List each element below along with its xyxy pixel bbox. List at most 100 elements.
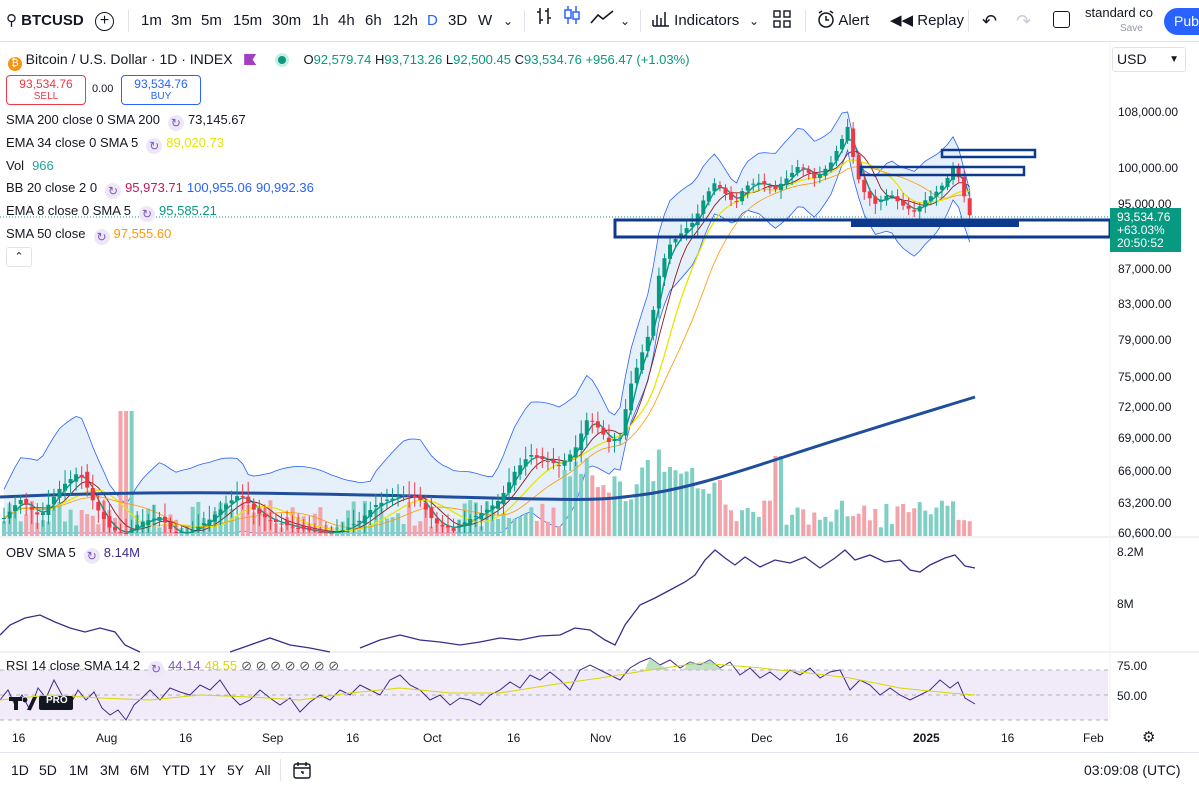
rsi-params: 14 close SMA 14 2 [31, 658, 141, 673]
candle-style-icon[interactable] [563, 0, 581, 42]
range-1y[interactable]: 1Y [199, 762, 217, 778]
volume-bar [851, 516, 856, 536]
range-5d[interactable]: 5D [39, 762, 57, 778]
candle-body [706, 191, 711, 202]
candle-body [917, 206, 922, 212]
candle-body [684, 228, 689, 234]
line-style-icon[interactable] [590, 0, 614, 42]
sell-button[interactable]: 93,534.76 SELL [6, 75, 86, 105]
divider [805, 10, 806, 32]
timeframe-3d[interactable]: 3D [448, 12, 468, 29]
candle-body [201, 523, 206, 526]
timeframe-1m[interactable]: 1m [141, 12, 162, 29]
range-1m[interactable]: 1M [69, 762, 89, 778]
range-all[interactable]: All [255, 762, 271, 778]
timeframe-5m[interactable]: 5m [201, 12, 222, 29]
date-tick-year: 2025 [913, 731, 940, 745]
date-tick: Sep [262, 731, 284, 745]
candle-body [651, 309, 656, 336]
resistance-zone-rectangle[interactable] [940, 148, 1037, 159]
indicator-legend-vol[interactable]: Vol 966 [6, 156, 58, 176]
timeframe-3m[interactable]: 3m [171, 12, 192, 29]
compare-button[interactable]: + [95, 0, 114, 42]
indicator-value: 95,973.71 [125, 180, 183, 195]
indicator-legend-ema8[interactable]: EMA 8 close 0 SMA 5 ↻ 95,585.21 [6, 201, 221, 222]
candle-body [717, 185, 722, 188]
rsi-legend[interactable]: RSI 14 close SMA 14 2 ↻ 44.14 48.55 ⊘ ⊘ ⊘ ⊘ ⊘… [6, 656, 343, 677]
currency-label: USD [1117, 51, 1147, 67]
chart-type-chevron-icon[interactable]: ⌄ [620, 14, 631, 28]
timeframe-6h[interactable]: 6h [365, 12, 382, 29]
obv-legend[interactable]: OBV SMA 5 ↻ 8.14M [6, 543, 144, 564]
obv-tick: 8.2M [1117, 545, 1144, 559]
volume-bar [717, 480, 722, 536]
timeframe-d[interactable]: D [427, 12, 438, 29]
price-tick: 72,000.00 [1118, 400, 1172, 414]
indicators-chevron-icon[interactable]: ⌄ [749, 14, 760, 28]
timeframe-dropdown-chevron-icon[interactable]: ⌄ [503, 14, 514, 28]
symbol-search[interactable]: ⚲ BTCUSD [6, 0, 84, 42]
last-price-tag [1110, 208, 1181, 252]
price-tick: 75,000.00 [1118, 370, 1172, 384]
currency-select[interactable]: USD ▼ [1112, 47, 1186, 72]
support-zone-inner[interactable] [851, 221, 1019, 227]
undo-icon[interactable]: ↶ [982, 11, 998, 31]
replay-button[interactable]: ◀◀ Replay [890, 0, 964, 42]
divider [280, 759, 281, 781]
timeframe-1h[interactable]: 1h [312, 12, 329, 29]
timeframe-30m[interactable]: 30m [272, 12, 302, 29]
indicator-legend-sma200[interactable]: SMA 200 close 0 SMA 200 ↻ 73,145.67 [6, 110, 250, 131]
utc-clock[interactable]: 03:09:08 (UTC) [1084, 762, 1181, 778]
candle-body [390, 498, 395, 501]
timeframe-w[interactable]: W [478, 12, 493, 29]
candle-body [817, 174, 822, 178]
candle-body [357, 520, 362, 523]
indicator-value: 95,585.21 [159, 203, 217, 218]
bar-style-icon[interactable] [536, 0, 552, 42]
calendar-icon[interactable] [293, 753, 311, 786]
loading-cycle-icon: ↻ [148, 661, 165, 677]
collapse-legend-button[interactable]: ⌃ [6, 247, 32, 267]
candle-body [945, 177, 950, 188]
candle-body [790, 172, 795, 177]
candle-body [85, 471, 90, 488]
layout-name[interactable]: standard co [1085, 5, 1153, 20]
range-5y[interactable]: 5Y [227, 762, 245, 778]
volume-bar [51, 506, 56, 536]
timeframe-15m[interactable]: 15m [233, 12, 263, 29]
candle-body [368, 510, 373, 518]
indicator-value: 100,955.06 [186, 180, 252, 195]
redo-icon[interactable]: ↷ [1016, 11, 1032, 31]
alert-button[interactable]: Alert [817, 0, 869, 42]
indicator-legend-ema34[interactable]: EMA 34 close 0 SMA 5 ↻ 89,020.73 [6, 133, 228, 154]
layout-grid-icon[interactable] [773, 0, 791, 42]
layout-checkbox-icon[interactable] [1053, 0, 1070, 42]
volume-bar [385, 518, 389, 536]
range-3m[interactable]: 3M [100, 762, 120, 778]
chart-settings-gear-icon[interactable]: ⚙ [1142, 729, 1156, 746]
indicator-legend-sma50[interactable]: SMA 50 close ↻ 97,555.60 [6, 224, 175, 245]
candle-body [185, 532, 190, 534]
range-1d[interactable]: 1D [11, 762, 29, 778]
range-6m[interactable]: 6M [130, 762, 150, 778]
flag-icon[interactable] [244, 54, 257, 65]
range-ytd[interactable]: YTD [162, 762, 190, 778]
volume-bar [35, 522, 40, 536]
indicator-legend-bb[interactable]: BB 20 close 2 0 ↻ 95,973.71 100,955.06 90,99… [6, 178, 318, 199]
date-tick: Dec [751, 731, 773, 745]
volume-bar [923, 510, 928, 536]
volume-bar [906, 512, 911, 536]
volume-bar [756, 516, 761, 536]
volume-bar [379, 508, 384, 536]
resistance-zone-rectangle[interactable] [859, 165, 1026, 177]
volume-bar [618, 481, 622, 536]
indicators-button[interactable]: Indicators [652, 0, 739, 42]
publish-button[interactable]: Pub [1164, 8, 1199, 35]
volume-bar [734, 521, 739, 536]
price-tick: 66,000.00 [1118, 464, 1172, 478]
timeframe-12h[interactable]: 12h [393, 12, 419, 29]
candle-body [74, 474, 79, 482]
buy-button[interactable]: 93,534.76 BUY [121, 75, 201, 105]
timeframe-4h[interactable]: 4h [338, 12, 355, 29]
